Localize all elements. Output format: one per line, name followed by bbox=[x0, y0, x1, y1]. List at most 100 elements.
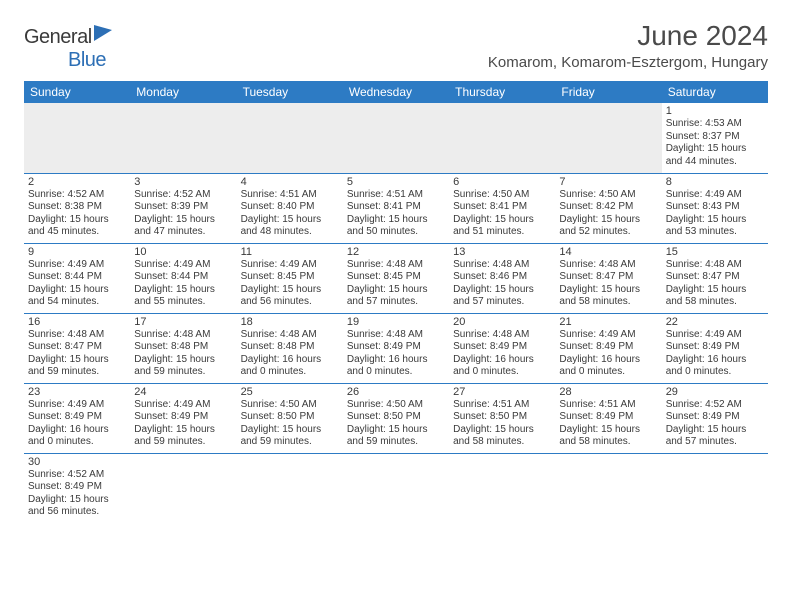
calendar-row: 23Sunrise: 4:49 AMSunset: 8:49 PMDayligh… bbox=[24, 383, 768, 453]
calendar-cell: 5Sunrise: 4:51 AMSunset: 8:41 PMDaylight… bbox=[343, 173, 449, 243]
day-number: 17 bbox=[134, 316, 232, 328]
weekday-header: Sunday bbox=[24, 81, 130, 103]
calendar-cell-empty bbox=[130, 453, 236, 523]
calendar-cell: 18Sunrise: 4:48 AMSunset: 8:48 PMDayligh… bbox=[237, 313, 343, 383]
calendar-cell: 29Sunrise: 4:52 AMSunset: 8:49 PMDayligh… bbox=[662, 383, 768, 453]
day-number: 19 bbox=[347, 316, 445, 328]
weekday-header: Saturday bbox=[662, 81, 768, 103]
day-number: 5 bbox=[347, 176, 445, 188]
day-details: Sunrise: 4:49 AMSunset: 8:44 PMDaylight:… bbox=[28, 259, 126, 309]
day-number: 15 bbox=[666, 246, 764, 258]
brand-name-part2: Blue bbox=[68, 49, 106, 71]
day-details: Sunrise: 4:49 AMSunset: 8:49 PMDaylight:… bbox=[134, 399, 232, 449]
day-number: 29 bbox=[666, 386, 764, 398]
brand-name-part1: General bbox=[24, 26, 92, 48]
day-number: 12 bbox=[347, 246, 445, 258]
day-details: Sunrise: 4:51 AMSunset: 8:41 PMDaylight:… bbox=[347, 189, 445, 239]
calendar-cell: 24Sunrise: 4:49 AMSunset: 8:49 PMDayligh… bbox=[130, 383, 236, 453]
calendar-cell-empty bbox=[449, 453, 555, 523]
day-details: Sunrise: 4:48 AMSunset: 8:47 PMDaylight:… bbox=[559, 259, 657, 309]
day-details: Sunrise: 4:48 AMSunset: 8:49 PMDaylight:… bbox=[453, 329, 551, 379]
day-details: Sunrise: 4:49 AMSunset: 8:49 PMDaylight:… bbox=[559, 329, 657, 379]
calendar-cell: 30Sunrise: 4:52 AMSunset: 8:49 PMDayligh… bbox=[24, 453, 130, 523]
day-number: 13 bbox=[453, 246, 551, 258]
day-details: Sunrise: 4:49 AMSunset: 8:44 PMDaylight:… bbox=[134, 259, 232, 309]
day-details: Sunrise: 4:52 AMSunset: 8:49 PMDaylight:… bbox=[28, 469, 126, 519]
weekday-header: Friday bbox=[555, 81, 661, 103]
calendar-row: 1Sunrise: 4:53 AMSunset: 8:37 PMDaylight… bbox=[24, 103, 768, 173]
day-details: Sunrise: 4:49 AMSunset: 8:45 PMDaylight:… bbox=[241, 259, 339, 309]
day-number: 26 bbox=[347, 386, 445, 398]
calendar-cell: 12Sunrise: 4:48 AMSunset: 8:45 PMDayligh… bbox=[343, 243, 449, 313]
calendar-cell-empty bbox=[343, 103, 449, 173]
calendar-cell: 1Sunrise: 4:53 AMSunset: 8:37 PMDaylight… bbox=[662, 103, 768, 173]
day-number: 2 bbox=[28, 176, 126, 188]
location-text: Komarom, Komarom-Esztergom, Hungary bbox=[488, 54, 768, 71]
day-number: 24 bbox=[134, 386, 232, 398]
calendar-cell-empty bbox=[555, 453, 661, 523]
day-number: 27 bbox=[453, 386, 551, 398]
day-number: 18 bbox=[241, 316, 339, 328]
calendar-cell: 9Sunrise: 4:49 AMSunset: 8:44 PMDaylight… bbox=[24, 243, 130, 313]
weekday-header: Monday bbox=[130, 81, 236, 103]
day-details: Sunrise: 4:48 AMSunset: 8:49 PMDaylight:… bbox=[347, 329, 445, 379]
day-details: Sunrise: 4:53 AMSunset: 8:37 PMDaylight:… bbox=[666, 118, 764, 168]
calendar-cell-empty bbox=[24, 103, 130, 173]
day-details: Sunrise: 4:48 AMSunset: 8:48 PMDaylight:… bbox=[241, 329, 339, 379]
calendar-cell-empty bbox=[343, 453, 449, 523]
day-details: Sunrise: 4:50 AMSunset: 8:50 PMDaylight:… bbox=[241, 399, 339, 449]
weekday-header: Wednesday bbox=[343, 81, 449, 103]
day-details: Sunrise: 4:50 AMSunset: 8:50 PMDaylight:… bbox=[347, 399, 445, 449]
calendar-row: 16Sunrise: 4:48 AMSunset: 8:47 PMDayligh… bbox=[24, 313, 768, 383]
calendar-cell: 6Sunrise: 4:50 AMSunset: 8:41 PMDaylight… bbox=[449, 173, 555, 243]
calendar-cell: 20Sunrise: 4:48 AMSunset: 8:49 PMDayligh… bbox=[449, 313, 555, 383]
calendar-cell: 10Sunrise: 4:49 AMSunset: 8:44 PMDayligh… bbox=[130, 243, 236, 313]
calendar-cell-empty bbox=[555, 103, 661, 173]
day-number: 20 bbox=[453, 316, 551, 328]
day-number: 10 bbox=[134, 246, 232, 258]
calendar-row: 2Sunrise: 4:52 AMSunset: 8:38 PMDaylight… bbox=[24, 173, 768, 243]
calendar-cell-empty bbox=[237, 453, 343, 523]
calendar-cell: 16Sunrise: 4:48 AMSunset: 8:47 PMDayligh… bbox=[24, 313, 130, 383]
calendar-cell: 23Sunrise: 4:49 AMSunset: 8:49 PMDayligh… bbox=[24, 383, 130, 453]
day-details: Sunrise: 4:49 AMSunset: 8:49 PMDaylight:… bbox=[666, 329, 764, 379]
calendar-cell: 7Sunrise: 4:50 AMSunset: 8:42 PMDaylight… bbox=[555, 173, 661, 243]
brand-triangle-icon bbox=[94, 25, 112, 41]
calendar-cell: 25Sunrise: 4:50 AMSunset: 8:50 PMDayligh… bbox=[237, 383, 343, 453]
day-number: 25 bbox=[241, 386, 339, 398]
day-details: Sunrise: 4:49 AMSunset: 8:49 PMDaylight:… bbox=[28, 399, 126, 449]
weekday-header: Thursday bbox=[449, 81, 555, 103]
weekday-header-row: SundayMondayTuesdayWednesdayThursdayFrid… bbox=[24, 81, 768, 103]
calendar-cell: 13Sunrise: 4:48 AMSunset: 8:46 PMDayligh… bbox=[449, 243, 555, 313]
weekday-header: Tuesday bbox=[237, 81, 343, 103]
calendar-row: 9Sunrise: 4:49 AMSunset: 8:44 PMDaylight… bbox=[24, 243, 768, 313]
day-number: 8 bbox=[666, 176, 764, 188]
day-details: Sunrise: 4:48 AMSunset: 8:47 PMDaylight:… bbox=[666, 259, 764, 309]
calendar-cell: 15Sunrise: 4:48 AMSunset: 8:47 PMDayligh… bbox=[662, 243, 768, 313]
header-right: June 2024 Komarom, Komarom-Esztergom, Hu… bbox=[488, 20, 768, 77]
calendar-cell: 21Sunrise: 4:49 AMSunset: 8:49 PMDayligh… bbox=[555, 313, 661, 383]
day-details: Sunrise: 4:51 AMSunset: 8:49 PMDaylight:… bbox=[559, 399, 657, 449]
calendar-cell: 3Sunrise: 4:52 AMSunset: 8:39 PMDaylight… bbox=[130, 173, 236, 243]
day-number: 6 bbox=[453, 176, 551, 188]
calendar-cell: 8Sunrise: 4:49 AMSunset: 8:43 PMDaylight… bbox=[662, 173, 768, 243]
calendar-cell: 17Sunrise: 4:48 AMSunset: 8:48 PMDayligh… bbox=[130, 313, 236, 383]
calendar-body: 1Sunrise: 4:53 AMSunset: 8:37 PMDaylight… bbox=[24, 103, 768, 523]
page-header: General Blue June 2024 Komarom, Komarom-… bbox=[24, 20, 768, 77]
day-details: Sunrise: 4:52 AMSunset: 8:39 PMDaylight:… bbox=[134, 189, 232, 239]
day-number: 28 bbox=[559, 386, 657, 398]
brand-logo: General Blue bbox=[24, 26, 112, 72]
day-number: 1 bbox=[666, 105, 764, 117]
calendar-cell-empty bbox=[237, 103, 343, 173]
calendar-cell: 27Sunrise: 4:51 AMSunset: 8:50 PMDayligh… bbox=[449, 383, 555, 453]
day-details: Sunrise: 4:50 AMSunset: 8:42 PMDaylight:… bbox=[559, 189, 657, 239]
calendar-table: SundayMondayTuesdayWednesdayThursdayFrid… bbox=[24, 81, 768, 523]
day-details: Sunrise: 4:52 AMSunset: 8:49 PMDaylight:… bbox=[666, 399, 764, 449]
day-number: 11 bbox=[241, 246, 339, 258]
day-details: Sunrise: 4:52 AMSunset: 8:38 PMDaylight:… bbox=[28, 189, 126, 239]
calendar-cell: 22Sunrise: 4:49 AMSunset: 8:49 PMDayligh… bbox=[662, 313, 768, 383]
day-number: 23 bbox=[28, 386, 126, 398]
day-number: 4 bbox=[241, 176, 339, 188]
day-details: Sunrise: 4:50 AMSunset: 8:41 PMDaylight:… bbox=[453, 189, 551, 239]
calendar-cell: 28Sunrise: 4:51 AMSunset: 8:49 PMDayligh… bbox=[555, 383, 661, 453]
